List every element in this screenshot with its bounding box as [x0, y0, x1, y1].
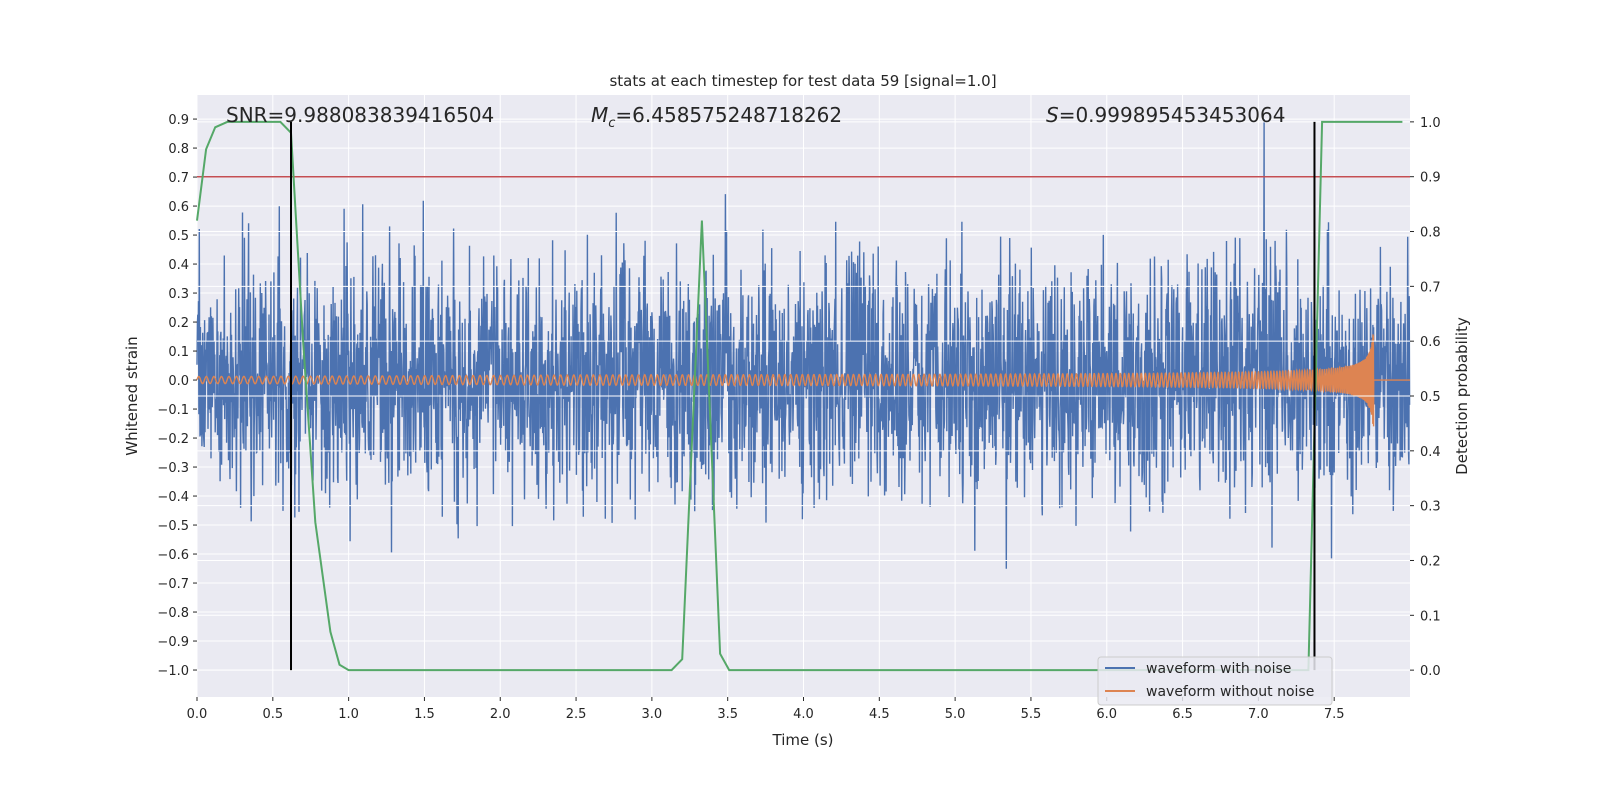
y-right-tick-label: 0.3: [1420, 500, 1441, 515]
x-tick-label: 0.0: [187, 707, 208, 722]
x-tick-label: 6.0: [1096, 707, 1117, 722]
y-right-tick-label: 0.7: [1420, 280, 1441, 295]
y-tick-label: 0.6: [168, 200, 189, 215]
y-axis-label: Whitened strain: [123, 336, 141, 455]
y-tick-label: −0.2: [157, 432, 189, 447]
y-tick-label: −0.4: [157, 490, 189, 505]
axis-ticks: 0.0 0.5 1.0 1.5 2.0 2.5 3.0 3.5 4.0 4.5 5.0 5.5 6.0 6…: [157, 113, 1440, 722]
y-right-tick-label: 0.1: [1420, 609, 1441, 624]
y-tick-label: 0.1: [168, 345, 189, 360]
x-tick-label: 1.5: [414, 707, 435, 722]
y-tick-label: −0.5: [157, 519, 189, 534]
x-tick-label: 2.5: [566, 707, 587, 722]
annotation-mc: Mc=6.458575248718262: [591, 103, 842, 131]
x-tick-label: 2.0: [490, 707, 511, 722]
y-right-tick-label: 0.9: [1420, 171, 1441, 186]
y-right-tick-label: 0.6: [1420, 335, 1441, 350]
s-value: =0.999895453453064: [1059, 103, 1286, 127]
clean-line: [196, 334, 1410, 427]
annotation-s: S=0.999895453453064: [1046, 103, 1285, 127]
x-tick-label: 5.0: [945, 707, 966, 722]
x-tick-label: 4.5: [869, 707, 890, 722]
legend-label-clean: waveform without noise: [1146, 684, 1314, 700]
y-tick-label: 0.9: [168, 113, 189, 128]
series-waveform-without-noise: [196, 334, 1410, 427]
x-tick-label: 5.5: [1021, 707, 1042, 722]
y-right-tick-label: 0.4: [1420, 445, 1441, 460]
s-symbol: S: [1046, 103, 1059, 127]
y-tick-label: 0.2: [168, 316, 189, 331]
x-axis-label: Time (s): [772, 731, 834, 749]
x-tick-label: 4.0: [793, 707, 814, 722]
y-right-tick-label: 0.5: [1420, 390, 1441, 405]
x-tick-label: 3.0: [642, 707, 663, 722]
x-tick-label: 1.0: [338, 707, 359, 722]
y-tick-label: −0.6: [157, 548, 189, 563]
x-tick-label: 7.0: [1248, 707, 1269, 722]
y-tick-label: −1.0: [157, 664, 189, 679]
legend: waveform with noise waveform without noi…: [1097, 656, 1333, 706]
y-right-tick-label: 0.0: [1420, 664, 1441, 679]
y-tick-label: −0.7: [157, 577, 189, 592]
y-tick-label: 0.5: [168, 229, 189, 244]
x-tick-label: 7.5: [1324, 707, 1345, 722]
y-right-tick-label: 1.0: [1420, 116, 1441, 131]
grid-right: [197, 121, 1410, 671]
y-tick-label: −0.1: [157, 403, 189, 418]
chart-title: stats at each timestep for test data 59 …: [609, 72, 996, 90]
y-tick-label: −0.8: [157, 606, 189, 621]
x-tick-label: 6.5: [1172, 707, 1193, 722]
y-tick-label: −0.9: [157, 635, 189, 650]
mc-value: =6.458575248718262: [615, 103, 842, 127]
y-tick-label: 0.0: [168, 374, 189, 389]
x-tick-label: 3.5: [717, 707, 738, 722]
y-right-tick-label: 0.8: [1420, 226, 1441, 241]
y-tick-label: 0.3: [168, 287, 189, 302]
y-axis-right-label: Detection probability: [1453, 317, 1471, 475]
legend-label-noise: waveform with noise: [1146, 661, 1291, 677]
y-right-tick-label: 0.2: [1420, 554, 1441, 569]
mc-sub: c: [608, 116, 615, 131]
overlay: [196, 120, 1410, 672]
detection-probability-line: [196, 120, 1403, 672]
noise-line: [196, 119, 1411, 569]
series-waveform-with-noise: [196, 119, 1411, 569]
y-tick-label: −0.3: [157, 461, 189, 476]
y-tick-label: 0.4: [168, 258, 189, 273]
mc-symbol: M: [591, 103, 608, 127]
y-tick-label: 0.8: [168, 142, 189, 157]
annotation-snr: SNR=9.988083839416504: [226, 103, 494, 127]
x-tick-label: 0.5: [262, 707, 283, 722]
y-tick-label: 0.7: [168, 171, 189, 186]
